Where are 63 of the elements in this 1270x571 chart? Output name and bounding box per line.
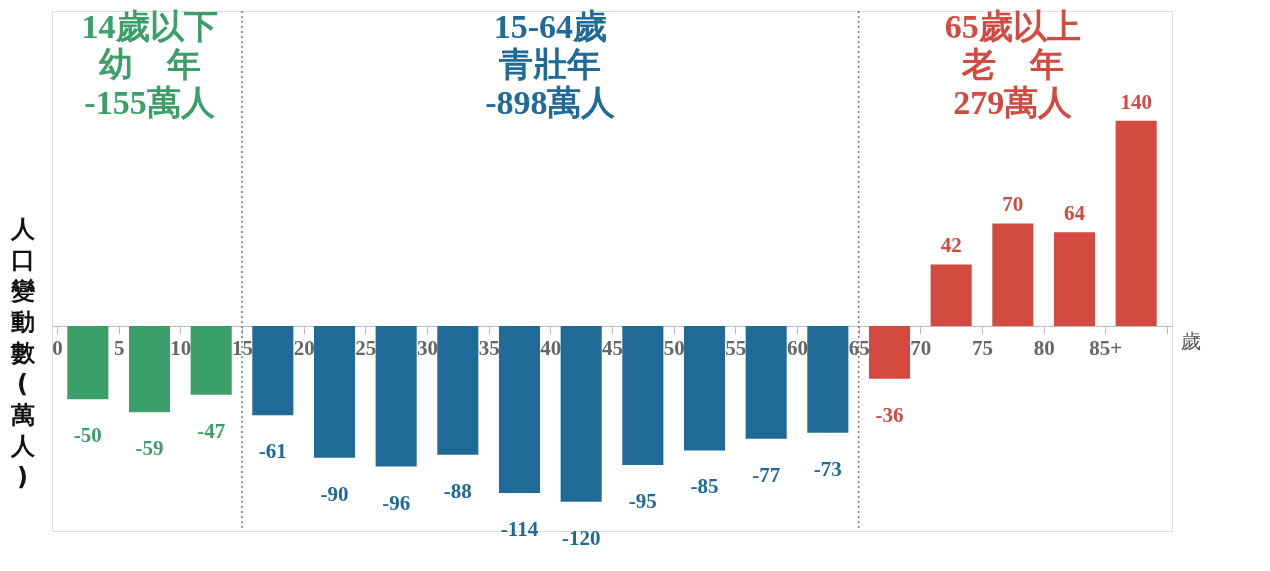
x-tick-label: 40 (540, 336, 562, 361)
annotation: 279萬人 (953, 84, 1074, 121)
x-tick-label: 0 (52, 336, 63, 361)
annotation: 老 年 (960, 46, 1064, 83)
x-tick-label: 45 (602, 336, 623, 361)
data-label: -114 (500, 516, 539, 541)
x-axis-title: 歲 (1180, 329, 1201, 354)
data-label: -120 (561, 525, 601, 550)
x-tick-label: 5 (113, 336, 125, 361)
x-tick-label: 25 (355, 336, 377, 361)
annotation: 青壯年 (498, 46, 602, 83)
data-label: -77 (752, 462, 781, 487)
bar (67, 325, 109, 400)
x-tick-label: 15 (232, 336, 253, 361)
data-label: -90 (320, 481, 349, 506)
x-tick-label: 20 (293, 336, 315, 361)
data-label: -88 (443, 478, 472, 503)
bar (868, 325, 911, 379)
data-label: -47 (197, 418, 226, 443)
bar (375, 325, 417, 467)
x-tick-label: 10 (170, 336, 192, 361)
annotation: 15-64歲 (493, 8, 607, 45)
bar (745, 325, 787, 439)
bar (437, 325, 479, 455)
data-label: 64 (1064, 201, 1086, 226)
bar (683, 325, 726, 451)
x-tick-label: 50 (663, 336, 685, 361)
bar (252, 325, 294, 416)
text: 人口變動數(萬人) (10, 214, 35, 491)
bar (498, 325, 541, 493)
bar (1053, 232, 1096, 326)
data-label: -36 (875, 402, 904, 427)
data-label: -73 (813, 456, 842, 481)
bar (128, 325, 171, 413)
bar (807, 325, 849, 433)
data-label: 70 (1002, 192, 1024, 217)
bar (190, 325, 232, 395)
x-tick-label: 65 (848, 336, 870, 361)
x-tick-label: 55 (725, 336, 747, 361)
data-label: -85 (690, 474, 719, 499)
bar (1115, 120, 1157, 326)
x-tick-label: 85+ (1089, 336, 1123, 361)
bar (560, 325, 602, 502)
data-label: -50 (73, 423, 102, 448)
x-tick-label: 35 (478, 336, 500, 361)
bar (930, 264, 972, 326)
annotation: -155萬人 (84, 84, 216, 121)
bar (622, 325, 664, 466)
data-label: 42 (940, 233, 962, 258)
bar (313, 325, 356, 458)
data-label: -96 (382, 490, 411, 515)
annotation: 14歲以下 (81, 8, 218, 45)
data-label: 140 (1120, 89, 1152, 114)
annotation: 65歲以上 (944, 8, 1081, 45)
data-label: -59 (135, 436, 164, 461)
x-tick-label: 80 (1033, 336, 1055, 361)
data-label: -95 (628, 489, 657, 514)
data-label: -61 (258, 439, 287, 464)
bar (992, 223, 1034, 326)
annotation: -898萬人 (485, 84, 617, 121)
x-tick-label: 70 (910, 336, 932, 361)
annotation: 幼 年 (98, 46, 201, 83)
x-tick-label: 75 (972, 336, 993, 361)
